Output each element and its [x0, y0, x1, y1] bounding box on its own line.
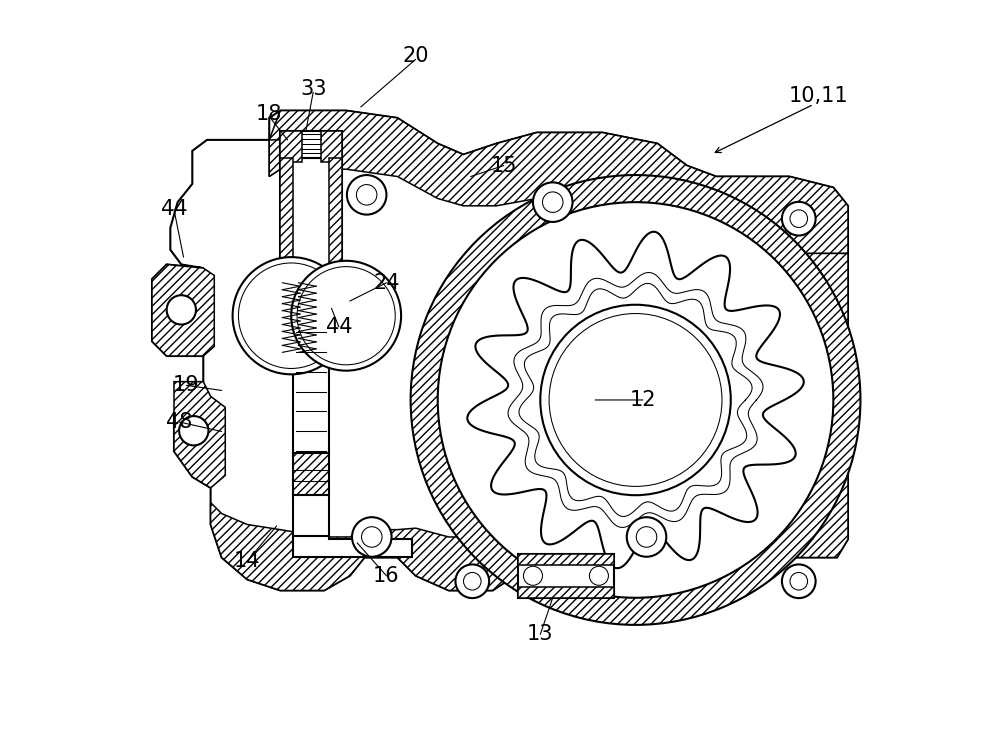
Text: 24: 24: [373, 273, 400, 293]
Circle shape: [362, 527, 382, 548]
Polygon shape: [280, 159, 293, 279]
Circle shape: [790, 210, 808, 228]
Text: 16: 16: [373, 566, 400, 586]
Circle shape: [455, 564, 489, 598]
Polygon shape: [280, 131, 302, 162]
Circle shape: [589, 566, 608, 585]
FancyBboxPatch shape: [518, 554, 614, 597]
Polygon shape: [467, 232, 804, 568]
Circle shape: [523, 566, 542, 585]
Polygon shape: [518, 554, 614, 564]
Polygon shape: [518, 586, 614, 597]
Circle shape: [790, 573, 808, 590]
Text: 33: 33: [300, 79, 326, 98]
Text: 19: 19: [173, 375, 200, 396]
Text: 20: 20: [402, 46, 429, 65]
Polygon shape: [789, 253, 848, 558]
Circle shape: [636, 527, 657, 548]
FancyBboxPatch shape: [293, 493, 329, 539]
FancyBboxPatch shape: [280, 131, 342, 162]
Circle shape: [347, 175, 386, 214]
Wedge shape: [411, 175, 860, 625]
Circle shape: [782, 564, 816, 598]
Text: 12: 12: [630, 390, 656, 410]
Text: 44: 44: [326, 316, 352, 337]
Circle shape: [297, 266, 395, 365]
FancyBboxPatch shape: [293, 327, 329, 455]
Text: 18: 18: [256, 104, 282, 124]
Polygon shape: [152, 111, 848, 590]
Polygon shape: [174, 382, 225, 488]
Circle shape: [549, 313, 722, 487]
Circle shape: [438, 202, 833, 597]
Text: 13: 13: [527, 625, 554, 644]
Text: 15: 15: [490, 156, 517, 175]
Circle shape: [627, 517, 666, 557]
Text: 10,11: 10,11: [789, 86, 848, 106]
Circle shape: [167, 295, 196, 324]
Circle shape: [238, 263, 344, 368]
Circle shape: [291, 261, 401, 371]
Polygon shape: [321, 131, 342, 162]
Circle shape: [533, 182, 573, 222]
FancyBboxPatch shape: [293, 453, 329, 495]
Circle shape: [233, 257, 350, 374]
Text: 14: 14: [234, 551, 260, 571]
Text: 44: 44: [161, 200, 187, 219]
Polygon shape: [293, 536, 412, 558]
FancyBboxPatch shape: [280, 159, 342, 279]
Text: 48: 48: [166, 412, 192, 432]
Circle shape: [542, 192, 563, 212]
Polygon shape: [269, 140, 280, 176]
Circle shape: [782, 202, 816, 236]
Polygon shape: [329, 159, 342, 279]
Circle shape: [540, 305, 731, 495]
Circle shape: [356, 184, 377, 205]
Polygon shape: [269, 111, 848, 253]
Circle shape: [179, 416, 208, 446]
Circle shape: [352, 517, 392, 557]
Polygon shape: [211, 503, 789, 590]
Circle shape: [464, 573, 481, 590]
Polygon shape: [152, 264, 214, 356]
